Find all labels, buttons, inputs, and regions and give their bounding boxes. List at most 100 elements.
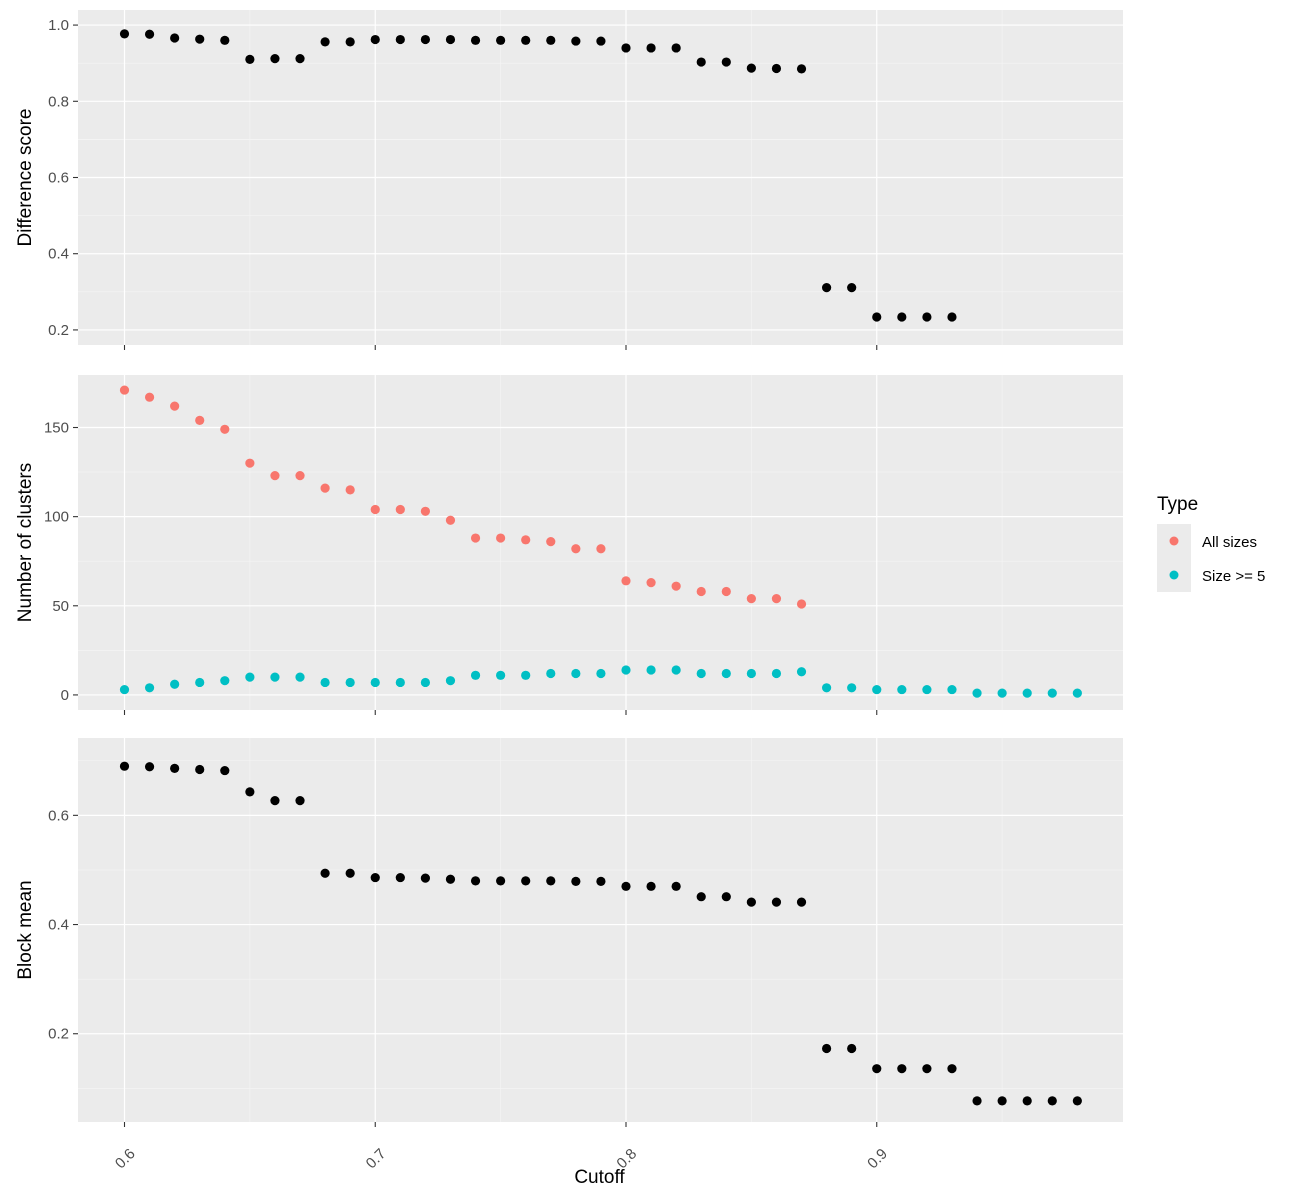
data-point [922,1064,932,1074]
panels: 0.2 0.4 0.6 0.8 1.0 Difference score 0 50 100 150… [15,10,1123,1188]
data-point [621,881,631,891]
data-point [847,683,857,693]
legend-label-all-sizes: All sizes [1202,534,1257,551]
data-point [746,594,756,604]
data-point [571,544,581,554]
data-point [796,599,807,609]
panel-top: 0.2 0.4 0.6 0.8 1.0 Difference score [15,10,1123,350]
data-point [245,458,255,468]
data-point [170,33,180,43]
data-point [270,672,280,682]
data-point [897,684,907,695]
data-point [144,392,155,402]
data-point [721,668,731,679]
data-point [546,668,556,679]
y-tick-label: 0.4 [48,246,69,263]
data-point [496,533,506,543]
data-point [997,1096,1007,1106]
data-point [420,677,430,688]
data-point [245,672,255,682]
data-point [596,668,606,679]
legend-swatch-size-5 [1169,570,1179,580]
data-point [119,761,130,771]
data-point [220,676,230,686]
data-point [320,483,330,493]
data-point [144,762,155,772]
data-point [220,424,230,434]
data-point [621,43,631,53]
data-point [771,63,782,74]
data-point [295,672,305,682]
data-point [270,795,280,806]
y-tick-label: 0.6 [48,170,69,187]
data-point [671,581,681,591]
data-point [195,415,205,425]
data-point [395,872,405,883]
data-point [847,1043,857,1054]
data-point [771,594,782,604]
data-point [170,401,180,411]
data-point [671,665,681,675]
data-point [546,35,556,45]
data-point [696,586,706,597]
data-point [170,763,180,773]
data-point [445,515,456,525]
data-point [696,668,706,679]
legend-swatch-all-sizes [1169,536,1179,546]
data-point [596,544,606,554]
data-point [571,876,581,887]
data-point [345,677,355,688]
legend: Type All sizes Size >= 5 [1157,494,1265,592]
y-axis-title: Block mean [15,880,36,979]
x-tick-label: 0.6 [112,1145,139,1172]
series-size-5 [119,665,1082,698]
data-point [822,1043,832,1054]
data-point [420,873,430,883]
data-point [746,897,756,907]
data-point [496,35,506,45]
data-point [119,29,130,39]
data-point [220,35,230,45]
legend-label-size-5: Size >= 5 [1202,568,1265,585]
data-point [822,683,832,693]
data-point [195,764,205,775]
data-point [470,35,481,45]
data-point [420,506,430,516]
data-point [872,312,882,322]
data-point [796,64,807,74]
data-point [370,677,380,688]
data-point [671,881,681,891]
data-point [1047,1096,1057,1106]
data-point [320,37,330,47]
data-point [370,34,380,45]
data-point [521,35,531,45]
data-point [596,876,606,887]
data-point [345,485,355,495]
data-point [746,668,756,679]
data-point [470,670,481,680]
y-tick-label: 50 [52,598,69,615]
data-point [395,504,405,515]
data-point [370,504,380,515]
data-point [671,43,681,53]
data-point [496,670,506,680]
panel-background [78,738,1123,1122]
data-point [270,54,280,64]
y-tick-label: 0 [61,687,69,704]
data-point [646,578,656,588]
data-point [696,892,706,902]
data-point [270,471,280,481]
data-point [395,677,405,688]
data-point [1072,1096,1082,1106]
data-point [345,868,355,878]
data-point [370,872,380,883]
data-point [320,868,330,878]
data-point [521,535,531,545]
data-point [1022,688,1032,698]
data-point [470,876,481,886]
data-point [947,1064,957,1074]
data-point [195,34,205,44]
data-point [546,876,556,886]
data-point [947,312,957,322]
data-point [621,576,631,586]
